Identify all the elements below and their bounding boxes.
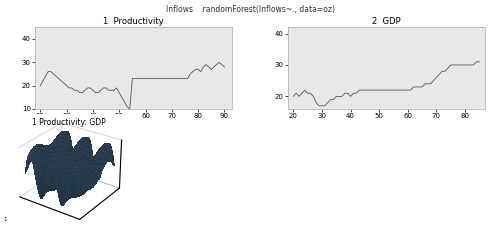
Title: 2  GDP: 2 GDP: [372, 17, 400, 27]
Title: 1 Productivity: GDP: 1 Productivity: GDP: [32, 118, 106, 127]
Text: Inflows    randomForest(Inflows~., data=oz): Inflows randomForest(Inflows~., data=oz): [166, 5, 334, 14]
Title: 1  Productivity: 1 Productivity: [104, 17, 164, 27]
